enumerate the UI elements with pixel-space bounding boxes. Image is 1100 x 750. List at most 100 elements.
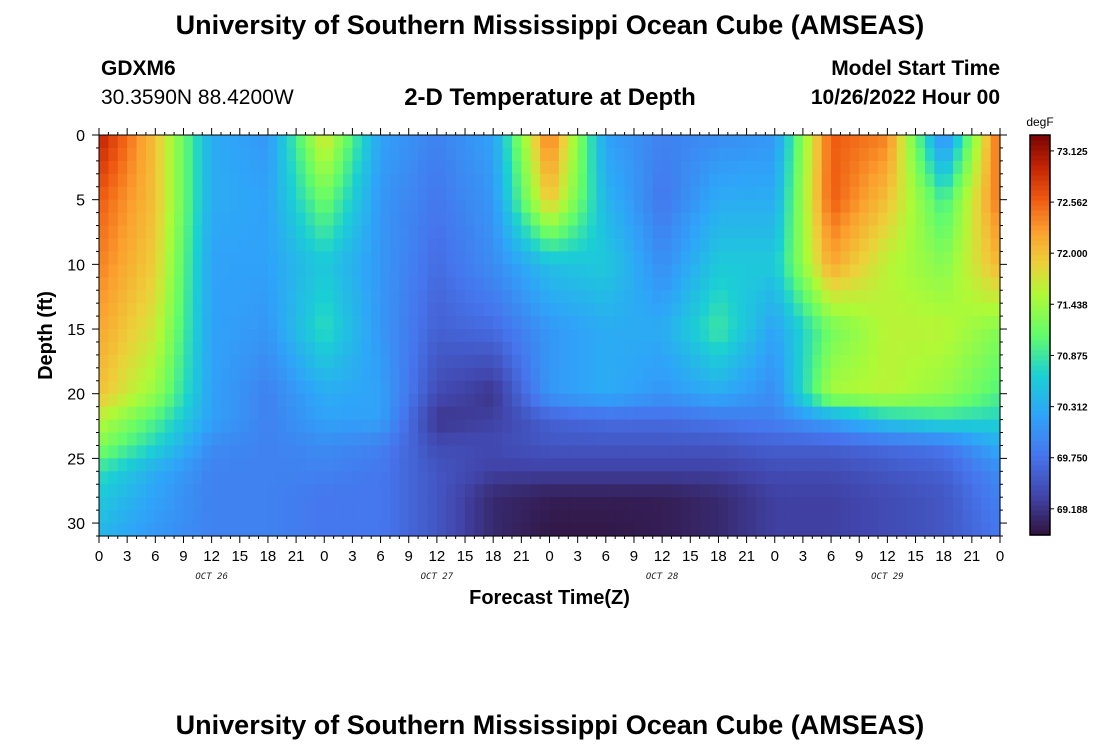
heatmap-cell — [361, 471, 372, 485]
heatmap-cell — [380, 510, 391, 524]
heatmap-cell — [502, 497, 513, 511]
heatmap-cell — [117, 290, 128, 304]
heatmap-cell — [371, 199, 382, 214]
heatmap-cell — [540, 277, 551, 291]
heatmap-cell — [380, 523, 391, 537]
heatmap-cell — [981, 316, 992, 330]
heatmap-cell — [540, 329, 551, 343]
heatmap-cell — [755, 367, 766, 382]
heatmap-cell — [427, 471, 438, 485]
heatmap-cell — [868, 406, 879, 421]
heatmap-cell — [221, 523, 231, 537]
heatmap-cell — [859, 380, 870, 395]
heatmap-cell — [465, 135, 476, 149]
heatmap-cell — [221, 316, 231, 330]
heatmap-cell — [859, 497, 870, 511]
heatmap-cell — [446, 471, 457, 485]
colorbar-segment — [1030, 235, 1050, 241]
heatmap-cell — [249, 445, 260, 459]
heatmap-cell — [436, 225, 447, 240]
heatmap-cell — [502, 290, 513, 304]
heatmap-cell — [671, 212, 682, 227]
heatmap-cell — [943, 523, 954, 537]
heatmap-cell — [896, 406, 907, 421]
heatmap-cell — [211, 212, 222, 227]
heatmap-cell — [680, 523, 691, 537]
heatmap-cell — [990, 354, 1001, 369]
heatmap-cell — [737, 303, 748, 317]
heatmap-cell — [183, 380, 194, 395]
heatmap-cell — [277, 135, 288, 149]
heatmap-cell — [493, 471, 504, 485]
heatmap-cell — [840, 432, 851, 447]
heatmap-cell — [737, 406, 748, 421]
heatmap-cell — [981, 199, 992, 214]
heatmap-cell — [164, 238, 175, 253]
heatmap-cell — [934, 160, 945, 175]
heatmap-cell — [333, 445, 344, 459]
heatmap-cell — [727, 393, 738, 408]
heatmap-cell — [755, 484, 766, 498]
heatmap-cell — [990, 212, 1001, 227]
heatmap-cell — [99, 432, 109, 447]
heatmap-cell — [671, 497, 682, 511]
heatmap-cell — [296, 458, 307, 472]
heatmap-cell — [99, 135, 109, 149]
heatmap-cell — [239, 471, 250, 485]
heatmap-cell — [896, 238, 907, 253]
heatmap-cell — [577, 329, 588, 343]
heatmap-cell — [690, 238, 701, 253]
heatmap-cell — [784, 199, 795, 214]
heatmap-cell — [380, 225, 391, 240]
heatmap-cell — [558, 199, 569, 214]
heatmap-cell — [633, 432, 644, 447]
heatmap-cell — [755, 393, 766, 408]
heatmap-cell — [746, 406, 757, 421]
heatmap-cell — [558, 354, 569, 369]
heatmap-cell — [624, 173, 635, 188]
heatmap-cell — [502, 225, 513, 240]
heatmap-cell — [249, 484, 260, 498]
heatmap-cell — [615, 523, 626, 537]
heatmap-cell — [408, 186, 419, 201]
heatmap-cell — [324, 160, 335, 175]
heatmap-cell — [455, 199, 466, 214]
heatmap-cell — [981, 212, 992, 227]
heatmap-cell — [164, 367, 175, 382]
heatmap-cell — [286, 380, 297, 395]
heatmap-cell — [624, 186, 635, 201]
heatmap-cell — [765, 354, 776, 369]
heatmap-cell — [671, 393, 682, 408]
heatmap-cell — [465, 290, 476, 304]
heatmap-cell — [511, 510, 522, 524]
heatmap-cell — [380, 329, 391, 343]
heatmap-cell — [765, 471, 776, 485]
heatmap-cell — [296, 471, 307, 485]
heatmap-cell — [211, 432, 222, 447]
heatmap-cell — [643, 354, 654, 369]
heatmap-cell — [155, 238, 166, 253]
heatmap-cell — [446, 393, 457, 408]
heatmap-cell — [408, 445, 419, 459]
heatmap-cell — [680, 432, 691, 447]
heatmap-cell — [511, 290, 522, 304]
heatmap-cell — [211, 186, 222, 201]
heatmap-cell — [727, 225, 738, 240]
heatmap-cell — [99, 212, 109, 227]
heatmap-cell — [577, 316, 588, 330]
heatmap-cell — [915, 510, 926, 524]
heatmap-cell — [258, 135, 269, 149]
heatmap-cell — [371, 523, 382, 537]
heatmap-cell — [540, 406, 551, 421]
heatmap-cell — [277, 354, 288, 369]
heatmap-cell — [568, 277, 579, 291]
heatmap-cell — [164, 341, 175, 356]
heatmap-cell — [314, 186, 325, 201]
heatmap-cell — [924, 303, 935, 317]
heatmap-cell — [924, 523, 935, 537]
heatmap-cell — [493, 380, 504, 395]
heatmap-cell — [183, 316, 194, 330]
heatmap-cell — [849, 277, 860, 291]
heatmap-cell — [474, 341, 485, 356]
heatmap-cell — [389, 173, 400, 188]
